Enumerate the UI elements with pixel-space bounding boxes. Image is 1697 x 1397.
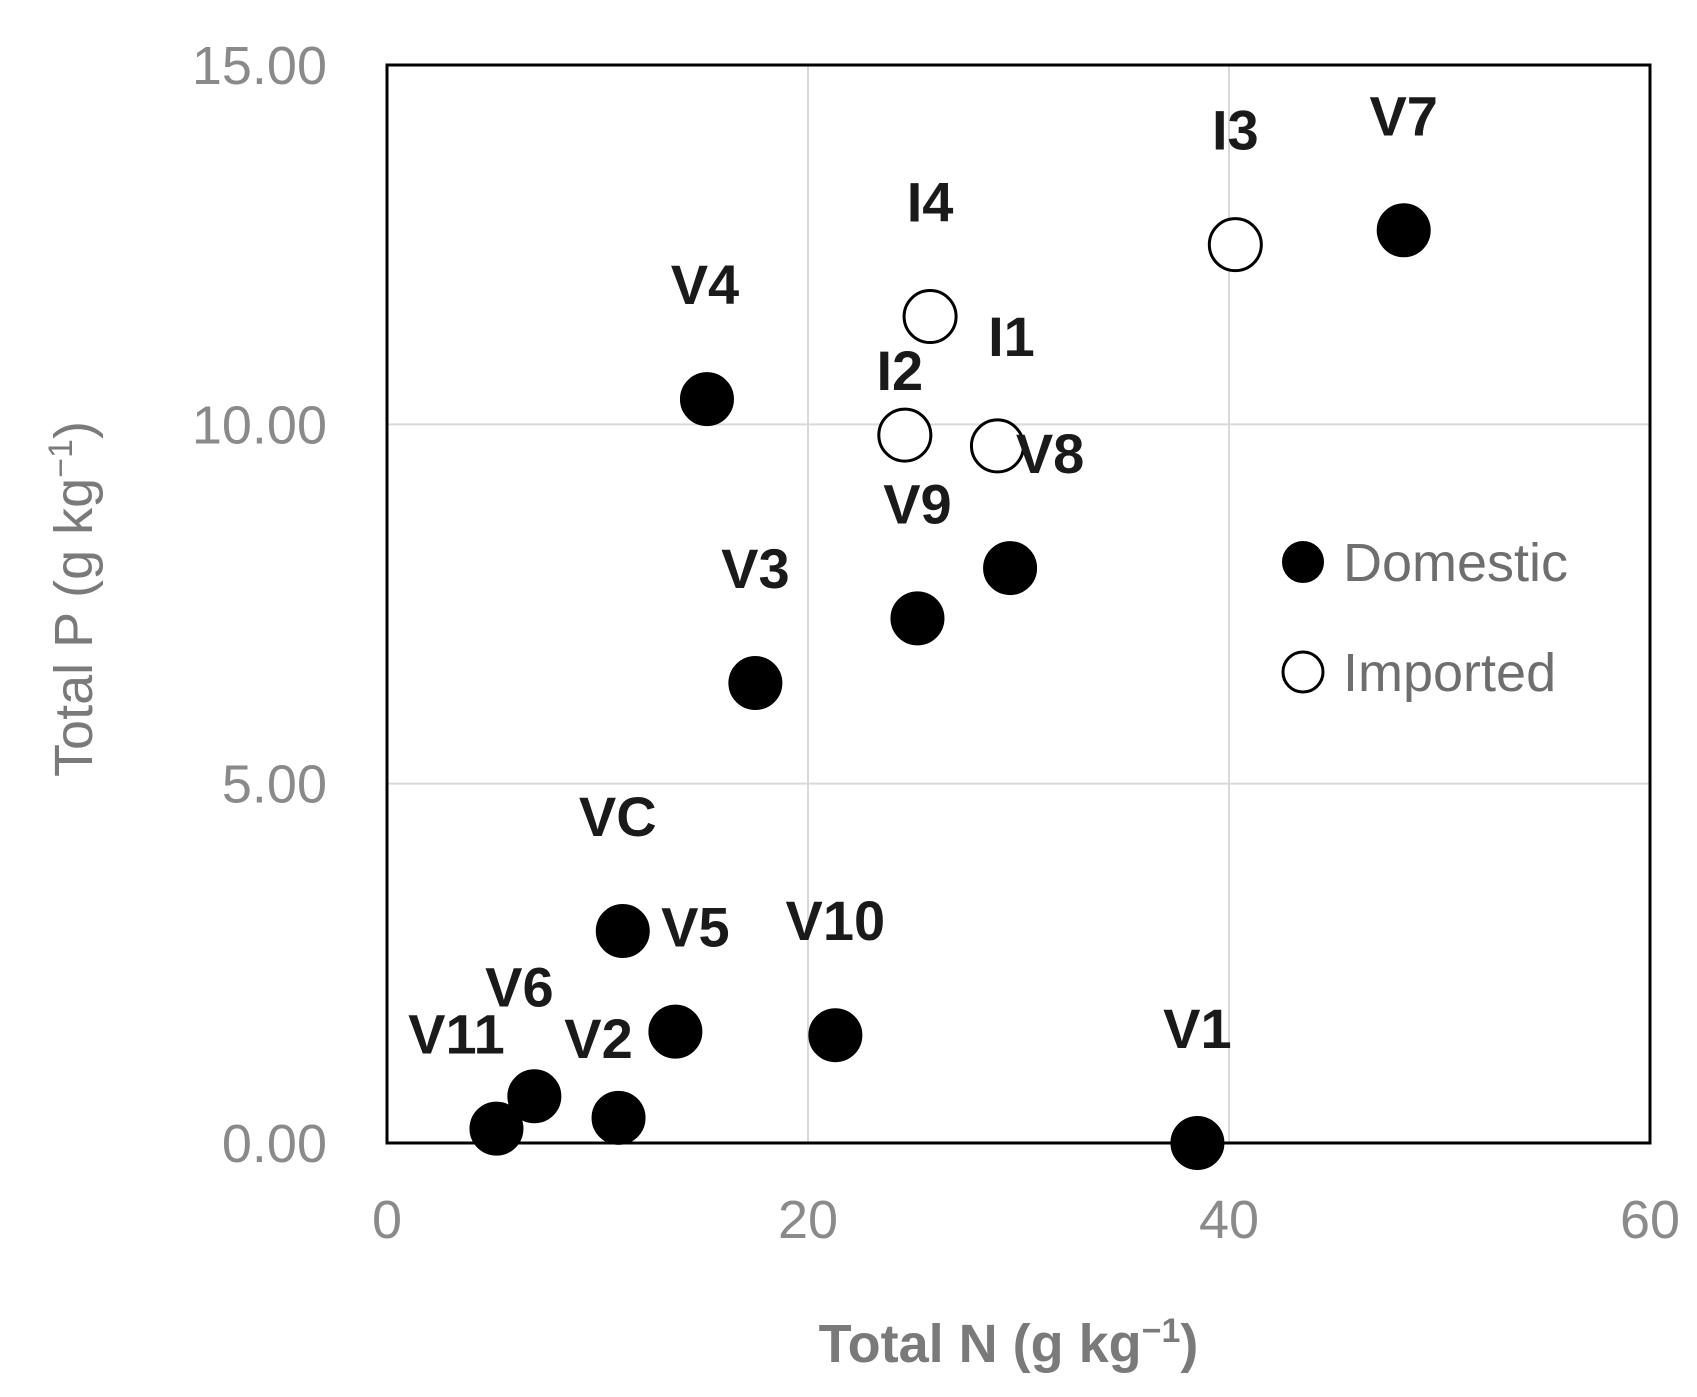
point-v9 <box>890 591 945 646</box>
point-v1 <box>1170 1116 1225 1170</box>
point-v3 <box>728 656 783 711</box>
legend-label-domestic: Domestic <box>1343 533 1568 593</box>
point-v7 <box>1376 203 1431 258</box>
point-label-i2: I2 <box>876 339 923 402</box>
y-tick-label: 5.00 <box>222 755 327 815</box>
point-v2 <box>591 1090 646 1145</box>
point-i3 <box>1207 217 1263 273</box>
point-label-i4: I4 <box>907 171 954 234</box>
y-tick-label: 0.00 <box>222 1114 327 1174</box>
x-tick-label: 0 <box>372 1190 402 1250</box>
legend-marker-imported <box>1281 650 1325 694</box>
point-v5 <box>648 1004 703 1059</box>
axis-ticks: 0 20 40 60 0.00 5.00 10.00 15.00 <box>192 36 1680 1250</box>
point-label-v6: V6 <box>485 955 554 1018</box>
point-i2 <box>877 407 933 463</box>
point-vc <box>595 903 650 958</box>
point-label-v8: V8 <box>1016 422 1085 485</box>
point-v11 <box>469 1101 524 1156</box>
point-label-i1: I1 <box>988 305 1035 368</box>
y-tick-label: 15.00 <box>192 36 327 96</box>
point-i4 <box>902 289 958 345</box>
point-label-v5: V5 <box>661 896 730 959</box>
y-axis-title: Total P (g kg−1) <box>42 421 104 777</box>
point-label-v7: V7 <box>1369 84 1438 147</box>
point-label-i3: I3 <box>1212 99 1259 162</box>
data-points <box>469 203 1431 1170</box>
x-tick-label: 20 <box>778 1190 838 1250</box>
x-tick-label: 40 <box>1199 1190 1259 1250</box>
point-label-v11: V11 <box>408 1003 505 1066</box>
plot-frame <box>385 63 1652 1145</box>
grid-lines <box>387 65 1650 1143</box>
legend: Domestic Imported <box>1281 533 1568 703</box>
point-label-v4: V4 <box>671 253 740 316</box>
point-label-v3: V3 <box>721 537 790 600</box>
point-label-v1: V1 <box>1163 997 1232 1060</box>
point-labels: V1 V2 V3 V4 V5 V6 V7 V8 V9 V10 V11 VC I1 I2 I3 I4 <box>408 84 1438 1070</box>
x-axis-title: Total N (g kg−1) <box>819 1312 1199 1374</box>
point-label-vc: VC <box>579 785 657 848</box>
point-label-v9: V9 <box>883 472 952 535</box>
point-v10 <box>808 1008 863 1063</box>
legend-marker-domestic <box>1282 541 1324 583</box>
point-v4 <box>679 372 734 427</box>
y-tick-label: 10.00 <box>192 395 327 455</box>
point-v8 <box>983 541 1038 596</box>
point-label-v10: V10 <box>786 889 886 952</box>
point-label-v2: V2 <box>564 1007 633 1070</box>
legend-label-imported: Imported <box>1343 643 1556 703</box>
x-tick-label: 60 <box>1620 1190 1680 1250</box>
point-i1 <box>969 418 1025 474</box>
point-v6 <box>507 1069 562 1124</box>
